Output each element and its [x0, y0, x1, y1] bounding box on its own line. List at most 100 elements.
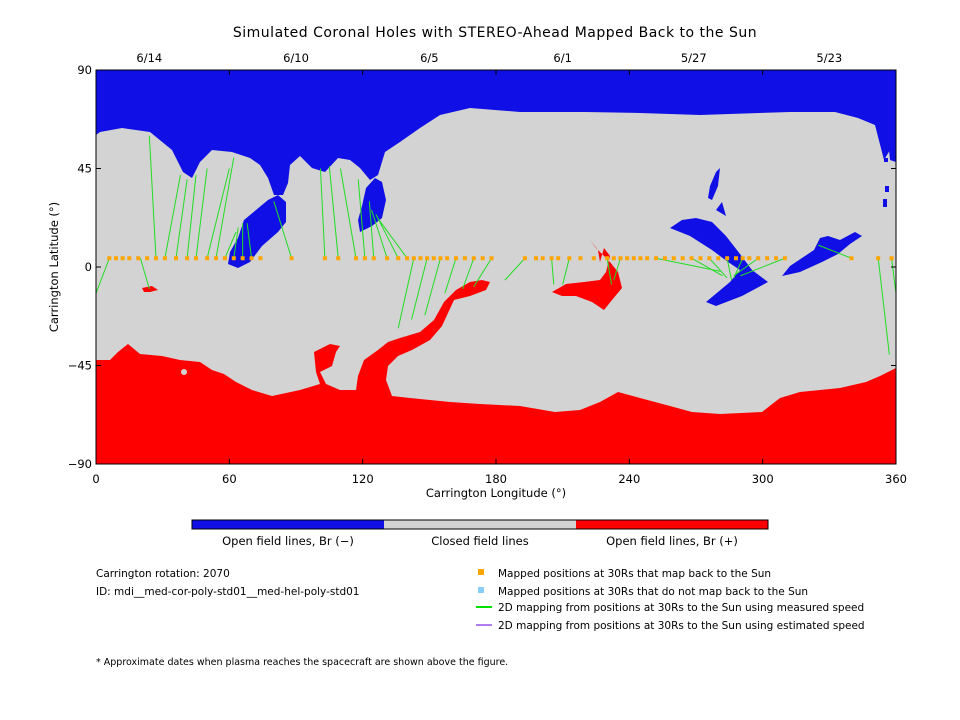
mapped-point [289, 256, 294, 261]
y-tick-label: 45 [77, 162, 92, 176]
mapping-lines [95, 135, 897, 355]
mapped-point [631, 256, 636, 261]
mapped-point [567, 256, 572, 261]
south-lobe-mid [552, 232, 622, 310]
north-edge-patch [888, 136, 896, 162]
y-axis: 90 45 0 −45 −90 [68, 63, 896, 471]
mapped-point [127, 256, 132, 261]
colorbar-closed [384, 520, 576, 529]
x-tick-label: 120 [352, 472, 374, 486]
y-tick-label: −90 [68, 457, 92, 471]
mapped-point [645, 256, 650, 261]
mapped-point [611, 256, 616, 261]
mapped-point [725, 256, 730, 261]
chart-title: Simulated Coronal Holes with STEREO-Ahea… [233, 25, 757, 41]
colorbar-open-negative [192, 520, 384, 529]
x-tick-label: 360 [885, 472, 907, 486]
mapped-point [654, 256, 658, 261]
mapped-point [249, 256, 254, 261]
mapping-line [708, 257, 728, 279]
map-layer [96, 70, 896, 464]
mapped-point [698, 256, 703, 261]
mapped-point [214, 256, 218, 261]
colorbar-label-negative: Open field lines, Br (−) [222, 534, 354, 548]
mapped-point [114, 256, 118, 261]
mapping-line [891, 258, 897, 294]
mapping-line [95, 258, 110, 294]
footnote: * Approximate dates when plasma reaches … [96, 657, 508, 668]
mapping-line [726, 258, 733, 281]
colorbar-label-closed: Closed field lines [431, 534, 529, 548]
mapping-line [195, 168, 208, 259]
equatorial-hole-right-b [708, 168, 720, 200]
mapping-line [551, 258, 555, 285]
mapped-point [782, 256, 787, 261]
mapped-point [716, 256, 721, 261]
mapped-point [454, 256, 458, 261]
top-date-label: 5/23 [816, 51, 842, 65]
carrington-rotation: Carrington rotation: 2070 [96, 568, 230, 580]
mapped-point [480, 256, 485, 261]
mapping-line [139, 258, 150, 290]
mapped-point [222, 256, 227, 261]
mapped-point [849, 256, 854, 261]
mapped-point [765, 256, 770, 261]
mapping-line [411, 258, 428, 320]
mapping-line [164, 174, 181, 259]
mapped-point [522, 256, 527, 261]
mapped-point [625, 256, 630, 261]
mapped-point [405, 256, 410, 261]
mapped-point [362, 256, 367, 261]
legend-marker-mapped [478, 569, 484, 575]
mapped-point [418, 256, 423, 261]
colorbar-open-positive [576, 520, 768, 529]
mapped-point [747, 256, 752, 261]
mapped-point [671, 256, 676, 261]
north-polar-hole [96, 70, 896, 195]
mapping-line [613, 258, 621, 281]
mapping-line [319, 168, 326, 259]
mapped-point [876, 256, 881, 261]
mapped-point [396, 256, 401, 261]
mapping-line [473, 257, 492, 287]
mapped-point [145, 256, 150, 261]
mapping-line [175, 179, 188, 259]
mapped-point [411, 256, 416, 261]
mapping-line [148, 135, 157, 259]
x-tick-label: 240 [618, 472, 640, 486]
mapped-point [540, 256, 545, 261]
equatorial-hole-far-right [782, 232, 862, 276]
mapped-point [185, 256, 190, 261]
legend: Mapped positions at 30Rs that map back t… [476, 568, 865, 632]
mapped-point [756, 256, 761, 261]
mapping-line [733, 257, 759, 277]
mapped-point [591, 256, 596, 261]
mapping-line [368, 201, 375, 259]
top-date-label: 6/5 [420, 51, 439, 65]
mapped-point [445, 256, 450, 261]
mapped-point [662, 256, 667, 261]
mapping-line [224, 231, 237, 259]
mapped-point [462, 256, 467, 261]
legend-marker-unmapped [478, 587, 484, 593]
mapping-line [462, 258, 475, 290]
mapping-line [339, 168, 357, 259]
mapped-point [240, 256, 245, 261]
mapped-point [638, 256, 643, 261]
mapping-line [273, 201, 293, 259]
mapped-point [231, 256, 236, 261]
legend-label-measured: 2D mapping from positions at 30Rs to the… [498, 602, 864, 614]
mapped-point [431, 256, 436, 261]
mapped-point [322, 256, 327, 261]
top-date-labels: 6/14 6/10 6/5 6/1 5/27 5/23 [136, 51, 842, 65]
mapping-line [397, 258, 415, 329]
mapped-point [578, 256, 583, 261]
colorbar: Open field lines, Br (−) Closed field li… [191, 519, 769, 548]
y-tick-label: 0 [85, 260, 92, 274]
mapping-line [691, 257, 723, 277]
mapping-line [818, 244, 852, 259]
x-axis: 0 60 120 180 240 300 360 [92, 70, 907, 486]
model-id: ID: mdi__med-cor-poly-std01__med-hel-pol… [96, 586, 359, 598]
x-tick-label: 0 [92, 472, 99, 486]
